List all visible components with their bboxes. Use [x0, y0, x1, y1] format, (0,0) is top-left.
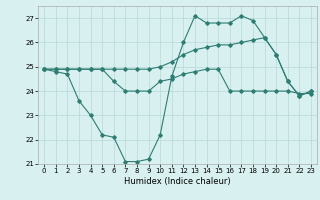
X-axis label: Humidex (Indice chaleur): Humidex (Indice chaleur) — [124, 177, 231, 186]
